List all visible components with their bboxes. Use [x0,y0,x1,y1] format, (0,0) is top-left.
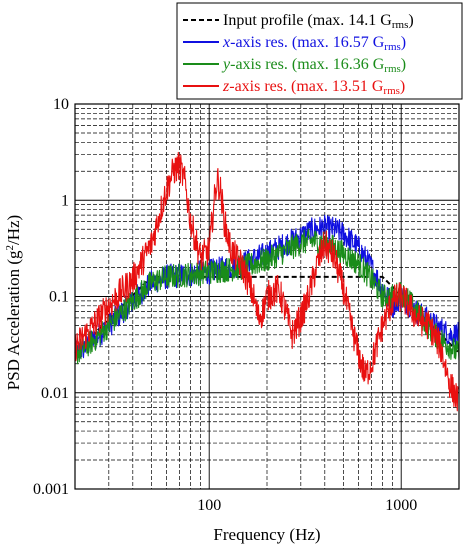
plot-frame [74,103,460,490]
x-tick-label: 1000 [385,497,417,514]
tick-labels: 100 1000 0.001 0.01 0.1 1 10 [33,96,417,514]
legend-box [176,2,463,100]
y-tick-label: 0.1 [49,289,69,306]
legend-label: x-axis res. (max. 16.57 Grms) [222,34,406,53]
y-axis-title-sup: 2 [4,245,16,251]
legend-label: z-axis res. (max. 13.51 Grms) [222,78,405,97]
legend-label: Input profile (max. 14.1 Grms) [223,12,414,31]
data-series [74,151,460,412]
y-axis-title-part2: /Hz) [4,215,23,245]
y-axis-title-part1: PSD Acceleration (g [4,250,23,390]
y-tick-label: 10 [53,96,69,113]
y-axis-title: PSD Acceleration (g2/Hz) [4,215,23,390]
y-tick-label: 0.01 [41,385,69,402]
x-axis-title: Frequency (Hz) [213,525,320,544]
legend-label: y-axis res. (max. 16.36 Grms) [221,56,406,75]
y-tick-label: 0.001 [33,481,69,498]
y-tick-label: 1 [61,192,69,209]
x-tick-label: 100 [197,497,221,514]
legend: Input profile (max. 14.1 Grms) x-axis res… [176,2,463,100]
series-line-z-axis-res- [74,151,460,412]
